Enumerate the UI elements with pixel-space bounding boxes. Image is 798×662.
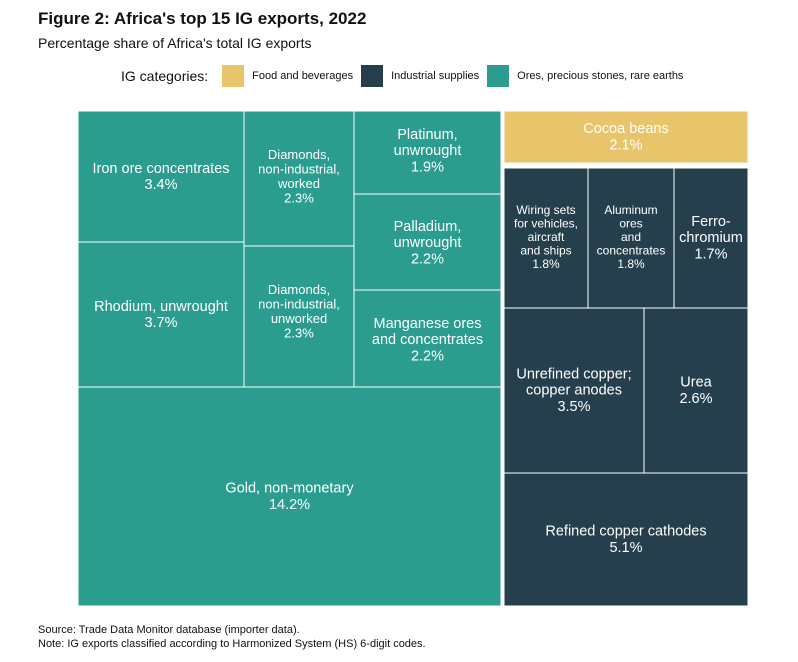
chart-title: Figure 2: Africa's top 15 IG exports, 20… (38, 9, 367, 28)
tile-label-gold-non-monetary: Gold, non-monetary 14.2% (225, 481, 354, 513)
tile-diamonds-non-industrial-unworked: Diamonds, non-industrial, unworked 2.3% (243, 245, 355, 388)
legend-swatch-food (222, 65, 245, 87)
legend: IG categories: Food and beverages Indust… (121, 64, 691, 88)
tile-wiring-sets-for-vehicles-aircraft-and-ships: Wiring sets for vehicles, aircraft and ship… (503, 167, 589, 309)
tile-value-manganese-ores-and-concentrates: 2.2% (411, 348, 444, 364)
legend-item-food: Food and beverages (222, 65, 353, 87)
tile-rect-manganese-ores-and-concentrates (353, 289, 502, 388)
tile-rect-diamonds-non-industrial-worked (243, 110, 355, 247)
tile-rect-gold-non-monetary (77, 386, 502, 607)
tile-value-ferro-chromium: 1.7% (694, 246, 727, 262)
tile-value-refined-copper-cathodes: 5.1% (609, 540, 642, 556)
tile-value-gold-non-monetary: 14.2% (269, 497, 310, 513)
tile-iron-ore-concentrates: Iron ore concentrates 3.4% (77, 110, 245, 243)
tile-label-iron-ore-concentrates: Iron ore concentrates 3.4% (92, 161, 229, 193)
tile-diamonds-non-industrial-worked: Diamonds, non-industrial, worked 2.3% (243, 110, 355, 247)
tile-label-manganese-ores-and-concentrates: Manganese ores and concentrates 2.2% (372, 316, 483, 364)
tile-value-platinum-unwrought: 1.9% (411, 159, 444, 175)
source-note: Source: Trade Data Monitor database (imp… (38, 624, 300, 636)
legend-label-ores: Ores, precious stones, rare earths (517, 70, 684, 82)
tile-label-diamonds-non-industrial-worked: Diamonds, non-industrial, worked 2.3% (258, 147, 340, 206)
tile-label-wiring-sets-for-vehicles-aircraft-and-ships: Wiring sets for vehicles, aircraft and ship… (514, 203, 578, 271)
tile-rect-refined-copper-cathodes (503, 472, 749, 607)
legend-swatch-ores (487, 65, 510, 87)
tile-value-diamonds-non-industrial-unworked: 2.3% (284, 326, 314, 341)
tile-value-urea: 2.6% (679, 391, 712, 407)
tile-manganese-ores-and-concentrates: Manganese ores and concentrates 2.2% (353, 289, 502, 388)
tile-refined-copper-cathodes: Refined copper cathodes 5.1% (503, 472, 749, 607)
tile-label-platinum-unwrought: Platinum, unwrought 1.9% (394, 127, 462, 175)
tile-rect-cocoa-beans (503, 110, 749, 164)
legend-item-industrial: Industrial supplies (361, 65, 479, 87)
tile-label-palladium-unwrought: Palladium, unwrought 2.2% (394, 219, 462, 267)
tile-rect-ferro-chromium (673, 167, 749, 309)
tile-label-aluminum-ores-and-concentrates: Aluminum ores and concentrates 1.8% (597, 203, 666, 271)
tile-label-diamonds-non-industrial-unworked: Diamonds, non-industrial, unworked 2.3% (258, 282, 340, 341)
tile-aluminum-ores-and-concentrates: Aluminum ores and concentrates 1.8% (587, 167, 675, 309)
tile-value-cocoa-beans: 2.1% (609, 137, 642, 153)
tile-rect-urea (643, 307, 749, 474)
tile-value-palladium-unwrought: 2.2% (411, 251, 444, 267)
tile-rect-wiring-sets-for-vehicles-aircraft-and-ships (503, 167, 589, 309)
tile-rect-iron-ore-concentrates (77, 110, 245, 243)
tile-cocoa-beans: Cocoa beans 2.1% (503, 110, 749, 164)
tile-ferro-chromium: Ferro-chromium 1.7% (673, 167, 749, 309)
legend-title: IG categories: (121, 68, 209, 84)
tile-unrefined-copper-copper-anodes: Unrefined copper; copper anodes 3.5% (503, 307, 645, 474)
legend-label-industrial: Industrial supplies (391, 70, 480, 82)
legend-item-ores: Ores, precious stones, rare earths (487, 65, 683, 87)
tile-rect-unrefined-copper-copper-anodes (503, 307, 645, 474)
tile-rect-rhodium-unwrought (77, 241, 245, 388)
tile-label-urea: Urea 2.6% (679, 375, 712, 407)
tile-platinum-unwrought: Platinum, unwrought 1.9% (353, 110, 502, 195)
legend-swatch-industrial (361, 65, 384, 87)
chart-subtitle: Percentage share of Africa's total IG ex… (38, 35, 312, 51)
classification-note: Note: IG exports classified according to… (38, 638, 426, 650)
legend-label-food: Food and beverages (252, 70, 354, 82)
tile-value-aluminum-ores-and-concentrates: 1.8% (617, 257, 645, 271)
tile-urea: Urea 2.6% (643, 307, 749, 474)
tile-value-unrefined-copper-copper-anodes: 3.5% (557, 399, 590, 415)
tile-rect-platinum-unwrought (353, 110, 502, 195)
tile-label-refined-copper-cathodes: Refined copper cathodes 5.1% (545, 524, 706, 556)
tile-label-rhodium-unwrought: Rhodium, unwrought 3.7% (94, 299, 228, 331)
tile-palladium-unwrought: Palladium, unwrought 2.2% (353, 193, 502, 291)
tile-label-unrefined-copper-copper-anodes: Unrefined copper; copper anodes 3.5% (516, 366, 631, 414)
tile-rhodium-unwrought: Rhodium, unwrought 3.7% (77, 241, 245, 388)
tile-rect-palladium-unwrought (353, 193, 502, 291)
tile-value-iron-ore-concentrates: 3.4% (144, 177, 177, 193)
footer-notes: Source: Trade Data Monitor database (imp… (38, 623, 426, 651)
tile-value-wiring-sets-for-vehicles-aircraft-and-ships: 1.8% (532, 257, 560, 271)
tile-value-rhodium-unwrought: 3.7% (144, 315, 177, 331)
tile-value-diamonds-non-industrial-worked: 2.3% (284, 191, 314, 206)
tile-label-cocoa-beans: Cocoa beans 2.1% (583, 121, 668, 153)
tile-gold-non-monetary: Gold, non-monetary 14.2% (77, 386, 502, 607)
tile-label-ferro-chromium: Ferro-chromium 1.7% (679, 214, 743, 262)
